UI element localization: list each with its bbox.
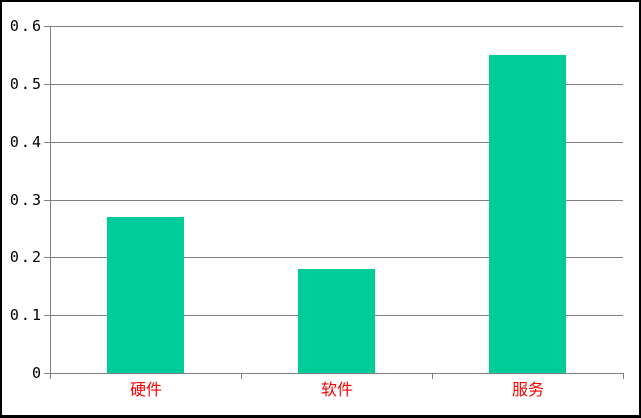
gridline-0: [44, 373, 623, 374]
category-label-软件: 软件: [320, 380, 353, 399]
bar-服务: [489, 55, 566, 373]
x-axis-tick: [623, 373, 624, 379]
gridline-0.3: [44, 200, 623, 201]
gridline-0.5: [44, 84, 623, 85]
gridline-0.2: [44, 257, 623, 258]
x-axis-tick: [241, 373, 242, 379]
y-tick-label: 0.2: [9, 248, 43, 266]
y-tick-label: 0.3: [9, 191, 43, 209]
bar-硬件: [107, 217, 184, 373]
category-label-硬件: 硬件: [129, 380, 162, 399]
y-tick-label: 0.4: [9, 133, 43, 151]
bar-软件: [298, 269, 375, 373]
y-axis-line: [50, 26, 51, 379]
gridline-0.4: [44, 142, 623, 143]
y-tick-label: 0.6: [9, 17, 43, 35]
y-tick-label: 0: [31, 364, 43, 382]
gridline-0.6: [44, 26, 623, 27]
x-axis-tick: [432, 373, 433, 379]
y-tick-label: 0.5: [9, 75, 43, 93]
category-label-服务: 服务: [511, 380, 544, 399]
y-tick-label: 0.1: [9, 306, 43, 324]
